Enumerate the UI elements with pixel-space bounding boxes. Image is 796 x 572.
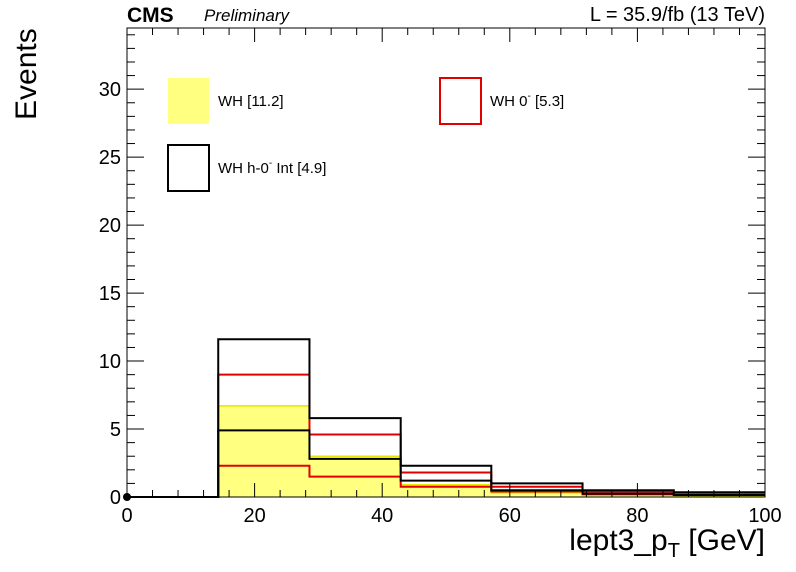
y-tick-label-25: 25 xyxy=(99,147,121,169)
series-line-3 xyxy=(127,429,765,498)
x-tick-label-80: 80 xyxy=(626,505,648,527)
x-axis-label-sub: T xyxy=(667,540,680,562)
x-axis-label-unit: [GeV] xyxy=(679,524,765,557)
series-line-2 xyxy=(127,373,765,498)
experiment-label: CMS xyxy=(127,4,174,27)
legend-swatch-2 xyxy=(167,144,210,192)
legend-label-0: WH [11.2] xyxy=(218,93,284,110)
x-tick-label-0: 0 xyxy=(121,505,132,527)
x-tick-label-20: 20 xyxy=(243,505,265,527)
x-axis-label: lept3_pT [GeV] xyxy=(569,524,765,563)
y-tick-label-5: 5 xyxy=(110,419,121,441)
x-tick-label-40: 40 xyxy=(371,505,393,527)
bar-wh-bin-1 xyxy=(218,405,310,497)
legend-label-1: WH 0- [5.3] xyxy=(490,91,564,110)
y-tick-label-20: 20 xyxy=(99,215,121,237)
x-axis-label-main: lept3_p xyxy=(569,524,668,557)
legend-label-2: WH h-0- Int [4.9] xyxy=(218,158,326,177)
y-tick-label-30: 30 xyxy=(99,79,121,101)
bar-wh-bin-5 xyxy=(582,494,674,497)
y-tick-label-10: 10 xyxy=(99,351,121,373)
luminosity-label: L = 35.9/fb (13 TeV) xyxy=(589,4,765,26)
legend-swatch-0 xyxy=(168,78,209,124)
x-tick-label-60: 60 xyxy=(499,505,521,527)
bar-wh-bin-4 xyxy=(491,492,583,497)
legend-swatch-1 xyxy=(439,77,482,125)
y-tick-label-0: 0 xyxy=(110,487,121,509)
bar-wh-bin-3 xyxy=(400,484,492,497)
y-tick-label-15: 15 xyxy=(99,283,121,305)
origin-marker xyxy=(123,493,131,501)
x-tick-label-100: 100 xyxy=(748,505,781,527)
series-line-4 xyxy=(127,338,765,498)
status-label: Preliminary xyxy=(204,6,290,25)
plot-frame xyxy=(126,27,766,498)
